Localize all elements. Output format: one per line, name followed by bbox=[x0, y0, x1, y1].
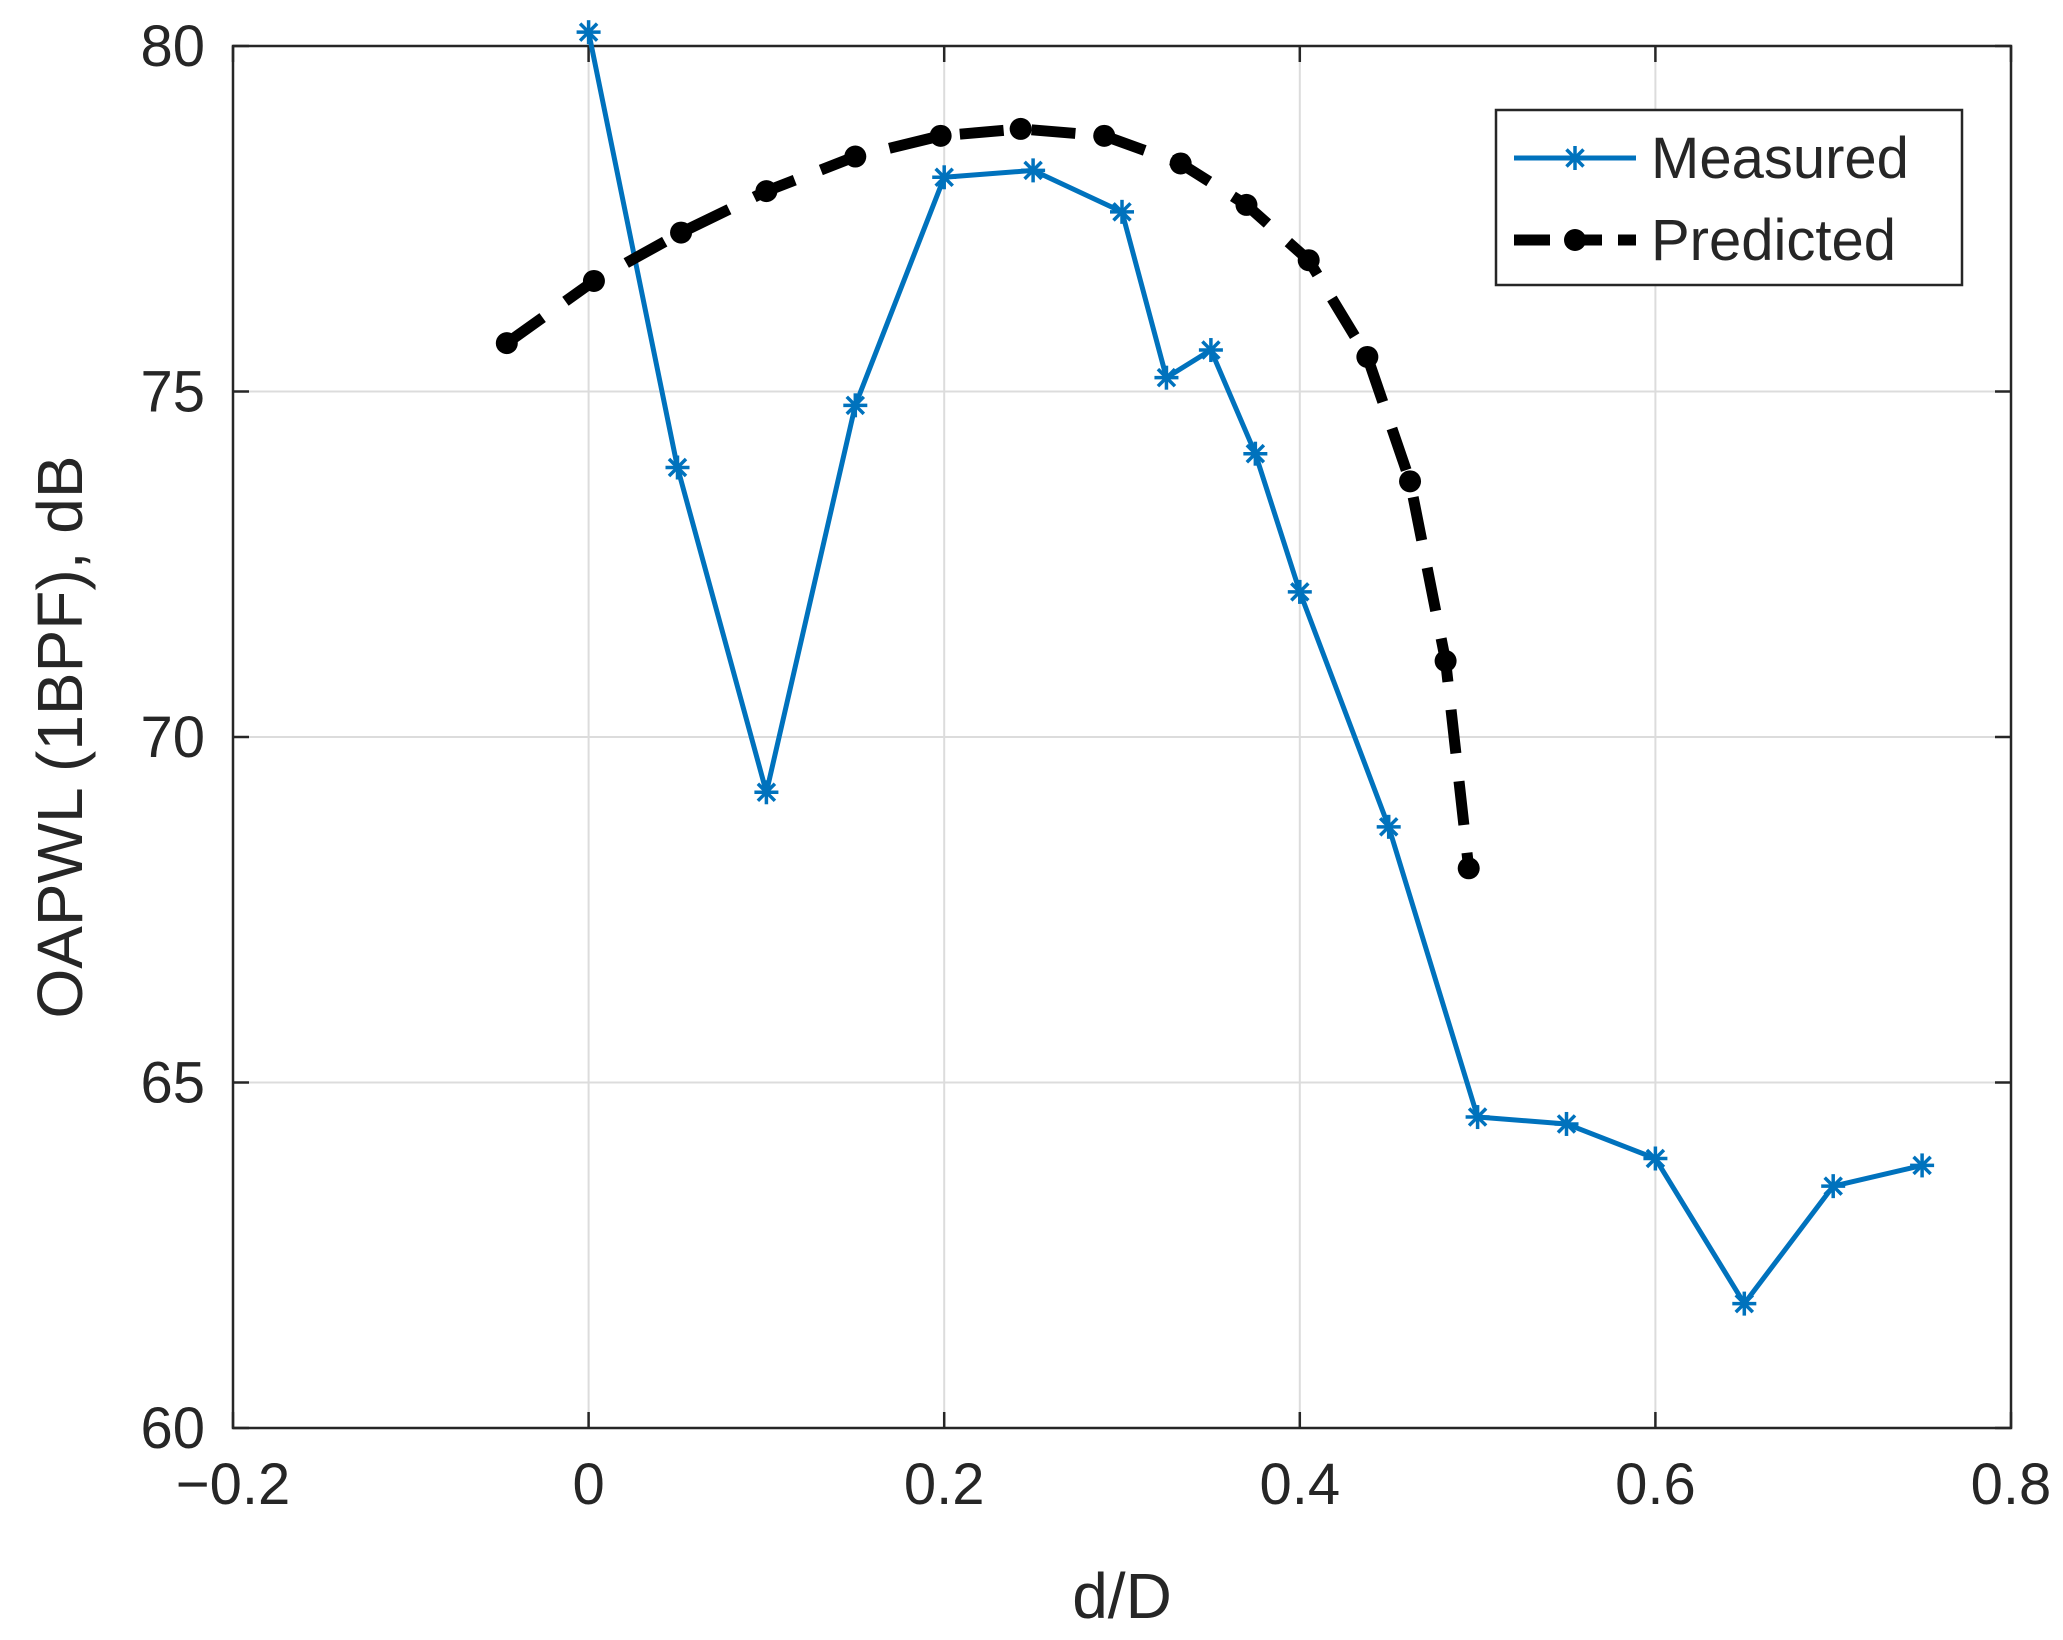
y-tick-label: 80 bbox=[140, 14, 205, 79]
x-tick-label: −0.2 bbox=[176, 1452, 291, 1517]
series-line-predicted bbox=[503, 123, 1475, 869]
series-line-measured bbox=[586, 31, 1923, 1307]
data-point bbox=[929, 124, 952, 147]
legend-marker-symbol bbox=[1563, 146, 1587, 170]
y-tick-label: 75 bbox=[140, 360, 205, 425]
data-point bbox=[665, 455, 690, 480]
axis-ticks: −0.2 0 0.2 0.4 0.6 0.8 60 65 70 75 80 bbox=[140, 14, 2051, 1517]
legend-label-measured: Measured bbox=[1651, 126, 1909, 191]
data-point bbox=[1821, 1174, 1846, 1199]
x-tick-label: 0 bbox=[572, 1452, 604, 1517]
series-predicted bbox=[495, 117, 1480, 880]
data-point bbox=[843, 393, 868, 418]
data-point bbox=[1154, 365, 1179, 390]
data-point bbox=[932, 165, 957, 190]
data-point bbox=[576, 20, 601, 45]
legend: Measured Predicted bbox=[1494, 108, 1964, 287]
data-point bbox=[1376, 814, 1401, 839]
data-point bbox=[495, 332, 518, 355]
data-point bbox=[1235, 193, 1258, 216]
data-point bbox=[1243, 441, 1268, 466]
data-point bbox=[670, 221, 693, 244]
series bbox=[495, 20, 1935, 1316]
data-point bbox=[1732, 1291, 1757, 1316]
data-point bbox=[1356, 345, 1379, 368]
x-tick-label: 0.2 bbox=[904, 1452, 985, 1517]
data-point bbox=[1021, 158, 1046, 183]
legend-marker-measured bbox=[1563, 146, 1587, 170]
legend-label-predicted: Predicted bbox=[1651, 208, 1896, 273]
data-point bbox=[1465, 1105, 1490, 1130]
data-point bbox=[1198, 338, 1223, 363]
data-point bbox=[1554, 1111, 1579, 1136]
data-point bbox=[1457, 857, 1480, 880]
legend-box bbox=[1494, 108, 1964, 287]
series-measured bbox=[576, 20, 1935, 1316]
data-point bbox=[1093, 124, 1116, 147]
legend-marker-symbol bbox=[1564, 229, 1586, 251]
legend-entry-measured: Measured bbox=[1514, 126, 1909, 191]
data-point bbox=[754, 780, 779, 805]
x-tick-label: 0.6 bbox=[1615, 1452, 1696, 1517]
y-axis-label: OAPWL (1BPF), dB bbox=[24, 455, 96, 1018]
data-point bbox=[1110, 199, 1134, 224]
data-point bbox=[1434, 649, 1457, 672]
data-point bbox=[1297, 249, 1320, 272]
y-tick-label: 70 bbox=[140, 705, 205, 770]
data-point bbox=[1287, 579, 1312, 604]
data-point bbox=[1399, 470, 1422, 493]
legend-marker-predicted bbox=[1564, 229, 1586, 251]
data-point bbox=[582, 269, 605, 292]
x-tick-label: 0.8 bbox=[1971, 1452, 2052, 1517]
data-point bbox=[844, 145, 867, 168]
x-tick-label: 0.4 bbox=[1259, 1452, 1340, 1517]
y-tick-label: 65 bbox=[140, 1051, 205, 1116]
data-point bbox=[755, 180, 778, 203]
legend-entry-predicted: Predicted bbox=[1514, 208, 1896, 273]
data-point bbox=[1910, 1153, 1935, 1178]
x-axis-label: d/D bbox=[1072, 1560, 1172, 1632]
y-tick-label: 60 bbox=[140, 1396, 205, 1461]
data-point bbox=[1169, 152, 1192, 175]
data-point bbox=[1643, 1146, 1668, 1171]
data-point bbox=[1009, 117, 1032, 140]
